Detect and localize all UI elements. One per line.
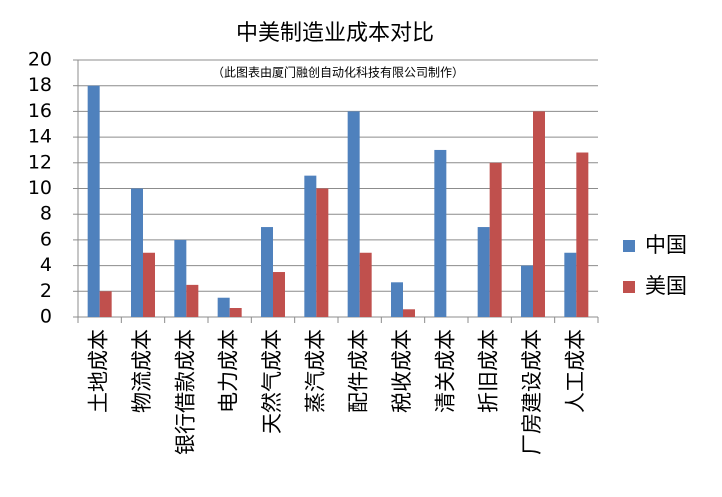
bar [304, 175, 317, 317]
y-tick-label: 18 [28, 74, 52, 96]
bar [489, 162, 502, 317]
x-tick-label: 土地成本 [87, 329, 111, 413]
bar [521, 265, 533, 317]
chart-subtitle: （此图表由厦门融创自动化科技有限公司制作） [212, 65, 464, 80]
bar [403, 309, 415, 317]
x-tick-label: 蒸汽成本 [303, 329, 327, 413]
x-tick-label: 天然气成本 [260, 329, 284, 434]
bar [576, 152, 589, 317]
legend-swatch [623, 281, 635, 293]
x-tick-label: 物流成本 [130, 329, 154, 413]
x-tick-label: 清关成本 [433, 329, 457, 413]
y-tick-label: 14 [28, 126, 52, 148]
bar [143, 252, 155, 317]
bar [273, 272, 285, 317]
bar [533, 111, 545, 318]
x-tick-label: 银行借款成本 [173, 329, 197, 455]
bar [87, 85, 100, 317]
bar [229, 308, 242, 317]
y-tick-label: 10 [28, 177, 52, 199]
bar [434, 149, 447, 317]
y-tick-label: 2 [40, 280, 52, 302]
x-tick-label: 电力成本 [217, 329, 241, 413]
bar [174, 239, 187, 317]
bar [359, 252, 372, 317]
x-tick-label: 厂房建设成本 [520, 329, 544, 455]
bar [99, 291, 112, 317]
y-tick-label: 4 [40, 254, 52, 276]
y-tick-label: 20 [28, 49, 52, 71]
bar [316, 188, 329, 317]
bar [477, 227, 490, 317]
x-tick-label: 配件成本 [347, 329, 371, 413]
bar [186, 284, 199, 317]
bar [131, 188, 143, 317]
bar [564, 252, 577, 317]
x-tick-label: 税收成本 [390, 329, 414, 413]
bar [261, 227, 273, 317]
legend-swatch [623, 240, 635, 252]
x-tick-label: 折旧成本 [477, 329, 501, 413]
y-tick-label: 0 [40, 306, 52, 328]
y-tick-label: 12 [28, 151, 52, 173]
legend-label: 中国 [645, 233, 687, 257]
y-tick-label: 16 [28, 100, 52, 122]
bar [347, 111, 360, 318]
chart-title: 中美制造业成本对比 [236, 21, 434, 46]
bar [217, 297, 230, 317]
y-tick-label: 6 [40, 228, 52, 250]
legend-label: 美国 [645, 274, 687, 298]
x-tick-label: 人工成本 [563, 329, 587, 413]
y-tick-label: 8 [40, 203, 52, 225]
bar [391, 282, 403, 317]
